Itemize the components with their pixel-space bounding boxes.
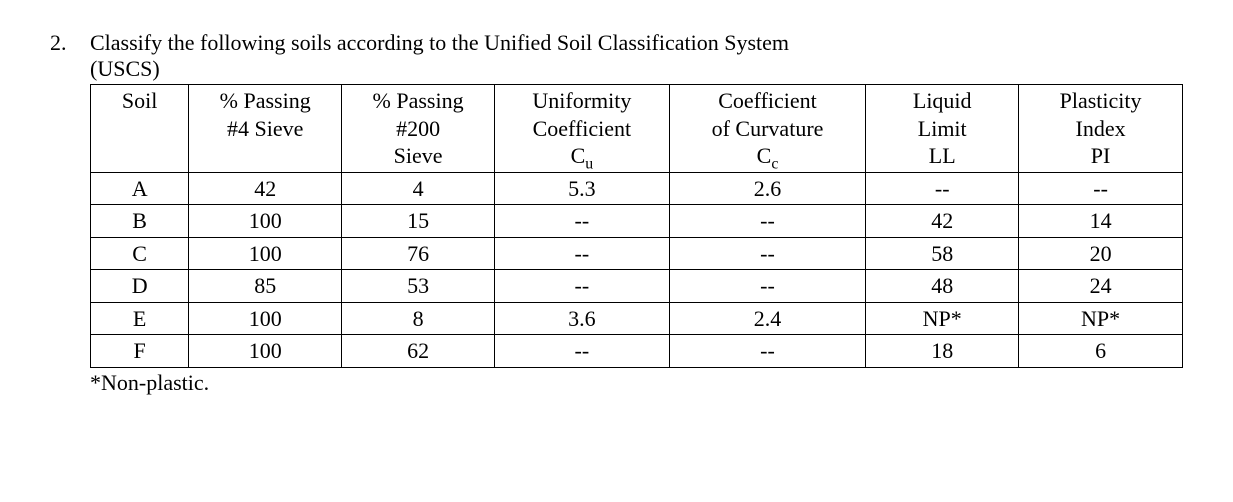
cell-ll: -- bbox=[866, 172, 1019, 205]
cell-cc: 2.6 bbox=[669, 172, 866, 205]
cell-pi: 20 bbox=[1019, 237, 1183, 270]
cell-cc: 2.4 bbox=[669, 302, 866, 335]
col-header-p4-l1: % Passing bbox=[220, 88, 311, 113]
cell-ll: 58 bbox=[866, 237, 1019, 270]
cell-ll: 18 bbox=[866, 335, 1019, 368]
cell-cc: -- bbox=[669, 335, 866, 368]
problem-body: Classify the following soils according t… bbox=[90, 30, 1183, 396]
cell-soil: D bbox=[91, 270, 189, 303]
cell-cu: -- bbox=[495, 205, 670, 238]
cell-cu: -- bbox=[495, 237, 670, 270]
cell-pi: 14 bbox=[1019, 205, 1183, 238]
table-row: A 42 4 5.3 2.6 -- -- bbox=[91, 172, 1183, 205]
cell-p200: 76 bbox=[342, 237, 495, 270]
cell-cc: -- bbox=[669, 205, 866, 238]
footnote: *Non-plastic. bbox=[90, 370, 1183, 396]
table-row: C 100 76 -- -- 58 20 bbox=[91, 237, 1183, 270]
cell-soil: C bbox=[91, 237, 189, 270]
cell-soil: E bbox=[91, 302, 189, 335]
cell-ll: 42 bbox=[866, 205, 1019, 238]
cell-pi: 6 bbox=[1019, 335, 1183, 368]
cell-cc: -- bbox=[669, 237, 866, 270]
table-row: D 85 53 -- -- 48 24 bbox=[91, 270, 1183, 303]
cc-sym-c: C bbox=[757, 143, 772, 168]
cell-cu: -- bbox=[495, 335, 670, 368]
cell-p200: 15 bbox=[342, 205, 495, 238]
cell-p200: 4 bbox=[342, 172, 495, 205]
table-row: B 100 15 -- -- 42 14 bbox=[91, 205, 1183, 238]
table-header-row: Soil % Passing #4 Sieve % Passing #200 S… bbox=[91, 85, 1183, 173]
cell-p200: 62 bbox=[342, 335, 495, 368]
col-header-cc-l1: Coefficient bbox=[718, 88, 817, 113]
cell-soil: B bbox=[91, 205, 189, 238]
cell-pi: 24 bbox=[1019, 270, 1183, 303]
col-header-p4-l2: #4 Sieve bbox=[227, 116, 303, 141]
cell-soil: F bbox=[91, 335, 189, 368]
cell-cu: -- bbox=[495, 270, 670, 303]
table-body: A 42 4 5.3 2.6 -- -- B 100 15 -- -- 42 1… bbox=[91, 172, 1183, 367]
cell-p4: 100 bbox=[189, 205, 342, 238]
col-header-cc-l2: of Curvature bbox=[712, 116, 824, 141]
cell-p200: 8 bbox=[342, 302, 495, 335]
col-header-p200-l2: #200 bbox=[396, 116, 440, 141]
prompt-line-2: (USCS) bbox=[90, 56, 160, 81]
col-header-ll-l2: Limit bbox=[918, 116, 967, 141]
col-header-cu-l2: Coefficient bbox=[533, 116, 632, 141]
col-header-pi-l1: Plasticity bbox=[1060, 88, 1142, 113]
cell-cu: 5.3 bbox=[495, 172, 670, 205]
problem-block: 2. Classify the following soils accordin… bbox=[50, 30, 1183, 396]
cell-p4: 100 bbox=[189, 237, 342, 270]
col-header-p4: % Passing #4 Sieve bbox=[189, 85, 342, 173]
cell-ll: 48 bbox=[866, 270, 1019, 303]
table-row: E 100 8 3.6 2.4 NP* NP* bbox=[91, 302, 1183, 335]
cell-p4: 100 bbox=[189, 302, 342, 335]
col-header-p200-l3: Sieve bbox=[394, 143, 443, 168]
cell-soil: A bbox=[91, 172, 189, 205]
problem-number: 2. bbox=[50, 30, 90, 56]
col-header-soil: Soil bbox=[91, 85, 189, 173]
col-header-pi-l3: PI bbox=[1091, 143, 1111, 168]
col-header-cu-l1: Uniformity bbox=[532, 88, 631, 113]
cell-p4: 42 bbox=[189, 172, 342, 205]
col-header-cu: Uniformity Coefficient Cu bbox=[495, 85, 670, 173]
cell-cu: 3.6 bbox=[495, 302, 670, 335]
col-header-ll: Liquid Limit LL bbox=[866, 85, 1019, 173]
col-header-ll-l3: LL bbox=[929, 143, 956, 168]
col-header-pi-l2: Index bbox=[1076, 116, 1126, 141]
col-header-p200-l1: % Passing bbox=[373, 88, 464, 113]
col-header-p200: % Passing #200 Sieve bbox=[342, 85, 495, 173]
soil-table: Soil % Passing #4 Sieve % Passing #200 S… bbox=[90, 84, 1183, 368]
cell-pi: -- bbox=[1019, 172, 1183, 205]
table-row: F 100 62 -- -- 18 6 bbox=[91, 335, 1183, 368]
cell-p200: 53 bbox=[342, 270, 495, 303]
cell-ll: NP* bbox=[866, 302, 1019, 335]
col-header-pi: Plasticity Index PI bbox=[1019, 85, 1183, 173]
cell-pi: NP* bbox=[1019, 302, 1183, 335]
cell-cc: -- bbox=[669, 270, 866, 303]
col-header-cu-sym: Cu bbox=[571, 143, 594, 168]
cell-p4: 100 bbox=[189, 335, 342, 368]
cu-sym-c: C bbox=[571, 143, 586, 168]
problem-prompt: Classify the following soils according t… bbox=[90, 30, 1183, 82]
col-header-ll-l1: Liquid bbox=[913, 88, 972, 113]
cu-sym-sub: u bbox=[585, 155, 593, 172]
col-header-cc: Coefficient of Curvature Cc bbox=[669, 85, 866, 173]
col-header-cc-sym: Cc bbox=[757, 143, 779, 168]
prompt-line-1: Classify the following soils according t… bbox=[90, 30, 789, 55]
cell-p4: 85 bbox=[189, 270, 342, 303]
cc-sym-sub: c bbox=[771, 155, 778, 172]
